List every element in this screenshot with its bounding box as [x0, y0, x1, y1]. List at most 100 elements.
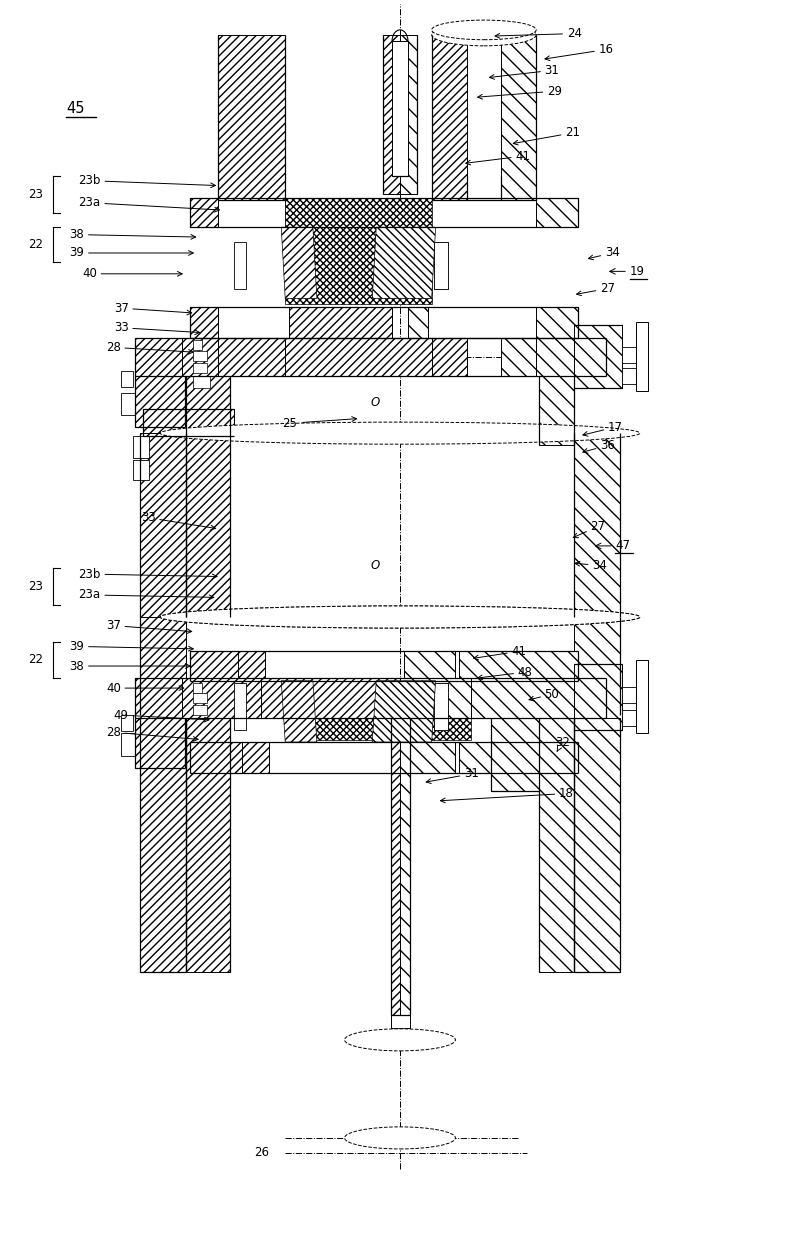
Bar — [121, 370, 134, 386]
Text: 24: 24 — [495, 27, 582, 39]
Text: 39: 39 — [70, 640, 194, 653]
Bar — [408, 197, 424, 227]
Bar — [622, 347, 636, 363]
Bar — [574, 664, 622, 729]
Bar — [218, 35, 286, 200]
Bar — [186, 375, 230, 617]
Bar — [193, 363, 207, 373]
Bar — [121, 392, 134, 415]
Bar — [636, 660, 648, 733]
Bar — [459, 652, 578, 681]
Text: 23: 23 — [28, 580, 43, 592]
Bar — [538, 375, 574, 445]
Bar — [536, 338, 606, 375]
Bar — [390, 717, 400, 1016]
Bar — [622, 710, 636, 726]
Text: 38: 38 — [70, 228, 196, 241]
Bar — [134, 338, 182, 375]
Text: 16: 16 — [545, 43, 614, 60]
Bar — [501, 35, 536, 200]
Text: 27: 27 — [574, 520, 606, 538]
Bar — [134, 460, 149, 480]
Bar — [238, 652, 266, 681]
Text: 36: 36 — [583, 439, 615, 453]
Bar — [242, 742, 270, 772]
Text: 18: 18 — [441, 787, 574, 803]
Ellipse shape — [160, 422, 640, 444]
Text: 50: 50 — [529, 687, 559, 701]
Bar — [134, 679, 182, 717]
Text: 48: 48 — [478, 665, 533, 680]
Bar — [190, 652, 238, 681]
Text: 28: 28 — [106, 726, 198, 742]
Bar — [134, 436, 149, 458]
Text: 40: 40 — [82, 268, 182, 280]
Text: O: O — [370, 396, 379, 408]
Ellipse shape — [160, 606, 640, 628]
Text: 17: 17 — [583, 421, 623, 436]
Bar — [190, 197, 218, 227]
Bar — [538, 717, 574, 972]
Bar — [408, 307, 428, 338]
Bar — [142, 408, 234, 436]
Text: 38: 38 — [70, 659, 190, 673]
Bar — [434, 242, 448, 289]
Text: 22: 22 — [28, 238, 43, 251]
Text: 33: 33 — [141, 511, 215, 529]
Bar — [400, 717, 410, 1016]
Bar — [491, 717, 538, 791]
Text: 29: 29 — [478, 85, 562, 99]
Bar — [193, 341, 202, 349]
Bar — [574, 326, 622, 387]
Bar — [382, 35, 400, 194]
Bar — [432, 338, 467, 375]
Bar — [471, 679, 606, 717]
Bar — [636, 322, 648, 391]
Bar — [622, 687, 636, 703]
Text: 34: 34 — [589, 247, 620, 260]
Text: 41: 41 — [466, 149, 530, 165]
Bar — [286, 338, 432, 375]
Text: 39: 39 — [70, 247, 194, 259]
Text: 21: 21 — [514, 126, 580, 144]
Bar — [501, 338, 536, 375]
Ellipse shape — [432, 23, 536, 46]
Bar — [193, 350, 207, 360]
Bar — [289, 307, 392, 338]
Polygon shape — [372, 227, 436, 299]
Bar — [262, 679, 400, 717]
Text: 37: 37 — [114, 301, 192, 315]
Text: 33: 33 — [114, 321, 200, 334]
Bar — [234, 242, 246, 289]
Bar — [190, 742, 242, 772]
Bar — [182, 679, 262, 717]
Text: 23a: 23a — [78, 196, 219, 212]
Bar — [134, 375, 185, 427]
Text: 41: 41 — [474, 645, 526, 660]
Bar — [459, 742, 578, 772]
Text: 26: 26 — [254, 1146, 269, 1159]
Text: O: O — [370, 559, 379, 573]
Bar — [182, 338, 218, 375]
Bar — [286, 197, 432, 305]
Polygon shape — [282, 227, 317, 299]
Bar — [134, 717, 185, 768]
Bar — [140, 433, 186, 617]
Text: 28: 28 — [106, 341, 194, 354]
Bar — [286, 681, 471, 739]
Bar — [286, 197, 392, 227]
Text: 27: 27 — [577, 283, 615, 296]
Ellipse shape — [345, 1127, 455, 1149]
Text: 23b: 23b — [78, 568, 217, 581]
Bar — [193, 706, 207, 714]
Bar — [400, 35, 418, 194]
Bar — [434, 684, 448, 729]
Bar — [121, 733, 134, 755]
Bar — [390, 1016, 410, 1028]
Polygon shape — [282, 681, 317, 742]
Bar — [392, 41, 408, 175]
Bar — [622, 368, 636, 384]
Bar — [574, 433, 620, 617]
Text: 19: 19 — [630, 265, 645, 278]
Text: 49: 49 — [114, 708, 209, 722]
